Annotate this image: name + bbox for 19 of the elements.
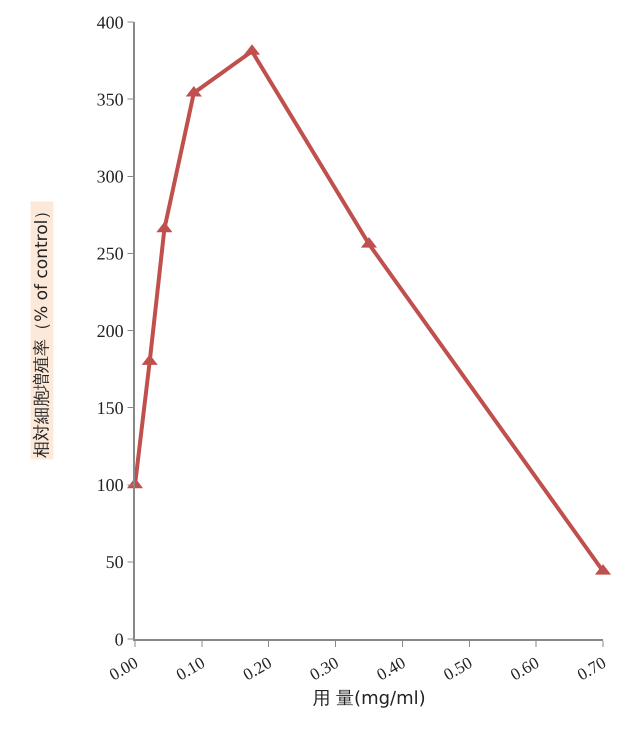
x-tick-label: 0.60 bbox=[507, 653, 542, 684]
y-tick-label: 150 bbox=[96, 398, 124, 418]
x-tick-label: 0.00 bbox=[106, 653, 142, 684]
y-tick-label: 400 bbox=[96, 12, 124, 32]
y-tick-label: 50 bbox=[106, 552, 124, 572]
x-tick-label: 0.30 bbox=[306, 653, 342, 684]
y-tick-label: 200 bbox=[96, 320, 124, 341]
y-tick-label: 250 bbox=[96, 244, 124, 264]
x-tick-label: 0.70 bbox=[574, 653, 610, 684]
y-axis-title: 相対細胞増殖率（% of control） bbox=[32, 202, 52, 458]
y-tick-label: 100 bbox=[96, 475, 124, 496]
x-tick-label: 0.50 bbox=[440, 653, 476, 684]
x-tick-label: 0.10 bbox=[172, 653, 208, 684]
x-tick-label: 0.40 bbox=[373, 653, 409, 684]
x-tick-label: 0.20 bbox=[240, 653, 275, 684]
y-tick-label: 0 bbox=[114, 629, 124, 650]
y-tick-label: 350 bbox=[96, 89, 124, 110]
y-tick-label: 300 bbox=[96, 166, 124, 187]
x-axis-title: 用 量(mg/ml) bbox=[312, 688, 426, 709]
